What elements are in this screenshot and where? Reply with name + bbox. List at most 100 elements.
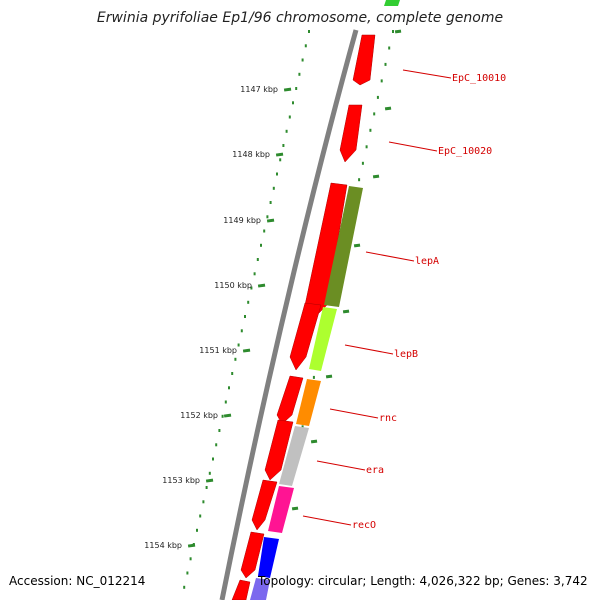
ruler-tick	[266, 218, 275, 223]
ruler-dot	[186, 571, 189, 575]
ruler-dot	[250, 286, 253, 290]
ruler-dot	[231, 372, 234, 375]
gene-label: recO	[352, 520, 376, 531]
chromosome-backbone	[219, 29, 359, 600]
gene-tick	[310, 439, 318, 444]
ruler-dot	[244, 315, 246, 318]
ruler-dot	[237, 343, 240, 347]
inner-track-dot	[312, 375, 315, 379]
ruler-dot	[218, 429, 221, 432]
gene-arrow	[339, 104, 363, 163]
ruler-dot	[215, 443, 218, 447]
ruler-tick	[205, 478, 214, 483]
genome-stats-text: Topology: circular; Length: 4,026,322 bp…	[258, 574, 588, 588]
ruler-labels: 1147 kbp 1148 kbp 1149 kbp 1150 kbp 1151 kbp…	[144, 85, 278, 550]
ruler-tick-label: 1147 kbp	[240, 85, 278, 94]
ruler-tick-label: 1148 kbp	[232, 150, 270, 159]
ruler-dot	[298, 72, 301, 76]
gene-leader-line	[365, 251, 415, 262]
gene-tick	[384, 106, 392, 111]
ruler-tick-label: 1149 kbp	[223, 216, 261, 225]
inner-track-dot	[365, 145, 368, 149]
ruler-dot	[202, 500, 205, 504]
ruler-dot	[183, 585, 186, 589]
ruler-tick	[242, 348, 251, 353]
ruler-dot	[276, 172, 278, 176]
ruler-dot	[205, 486, 208, 489]
gene-leader-line	[344, 344, 394, 355]
gene-tick	[325, 374, 333, 379]
gene-arrow	[231, 579, 251, 600]
gene-arrow	[264, 419, 294, 481]
gene-label: era	[366, 465, 384, 476]
inner-track-dot	[384, 62, 387, 66]
gene-feature	[279, 426, 309, 486]
gene-feature	[268, 486, 294, 533]
gene-tick	[342, 309, 350, 314]
gene-leader-line	[388, 141, 438, 152]
ruler-dot	[234, 357, 237, 361]
ruler-dot	[279, 158, 282, 162]
ruler-dot	[269, 201, 272, 204]
gene-feature	[309, 307, 337, 371]
gene-labels: EpC_10010 EpC_10020 lepA lepB rnc era recO	[352, 73, 506, 531]
inner-track-dot	[376, 95, 379, 99]
accession-text: Accession: NC_012214	[9, 574, 146, 588]
inner-track-dot	[392, 30, 394, 33]
ruler-tick-label: 1153 kbp	[162, 476, 200, 485]
ruler-tick-label: 1150 kbp	[214, 281, 252, 290]
ruler-dot	[272, 186, 275, 190]
ruler-dot	[295, 87, 298, 90]
ruler-dot	[260, 243, 262, 247]
gene-label: rnc	[379, 413, 397, 424]
colored-gene-features	[250, 186, 363, 600]
gene-label: lepA	[415, 256, 439, 267]
ruler-dot	[224, 400, 227, 404]
gene-tick	[291, 506, 299, 511]
ruler-tick-label: 1151 kbp	[199, 346, 237, 355]
gene-arrow	[240, 531, 265, 579]
ruler-dot	[247, 300, 250, 304]
ruler-dot	[282, 144, 285, 147]
gene-tick	[394, 29, 402, 34]
inner-track-dot	[369, 128, 372, 132]
gene-label: EpC_10010	[452, 73, 506, 84]
gene-leader-line	[402, 69, 452, 79]
ruler-dot	[253, 272, 256, 276]
ruler-ticks	[187, 87, 292, 548]
ruler-dot	[228, 386, 230, 390]
gene-arrow	[276, 375, 304, 425]
gene-label: EpC_10020	[438, 146, 492, 157]
gene-arrow	[352, 34, 376, 86]
ruler-dot	[208, 471, 211, 475]
inner-track-dot	[301, 425, 304, 429]
ruler-dot	[304, 44, 307, 48]
gene-arrow	[289, 302, 322, 371]
ruler-tick-label: 1154 kbp	[144, 541, 182, 550]
ruler-dot	[189, 557, 192, 561]
inner-track-dot	[373, 112, 376, 116]
forward-strand-features	[231, 0, 400, 600]
gene-feature	[324, 186, 363, 307]
gene-leader-line	[329, 408, 379, 419]
ruler-dot	[292, 101, 294, 105]
gene-arrow	[304, 182, 348, 319]
ruler-tick-label: 1152 kbp	[180, 411, 218, 420]
gene-tick	[353, 243, 361, 248]
inner-track-dot	[361, 161, 364, 165]
ruler-dot	[301, 58, 304, 62]
gene-arrow	[384, 0, 400, 6]
inner-track-dot	[380, 79, 383, 83]
ruler-dot	[212, 457, 214, 461]
ruler-dot	[199, 514, 202, 518]
ruler-dot	[285, 129, 288, 133]
ruler-dot	[221, 414, 224, 418]
inner-track-dot	[388, 46, 391, 50]
ruler-dot	[196, 528, 198, 532]
gene-leader-line	[302, 515, 352, 526]
ruler-dot	[266, 215, 269, 219]
ruler-dot	[256, 258, 259, 261]
gene-feature	[258, 537, 279, 578]
ruler-tick	[223, 413, 232, 418]
